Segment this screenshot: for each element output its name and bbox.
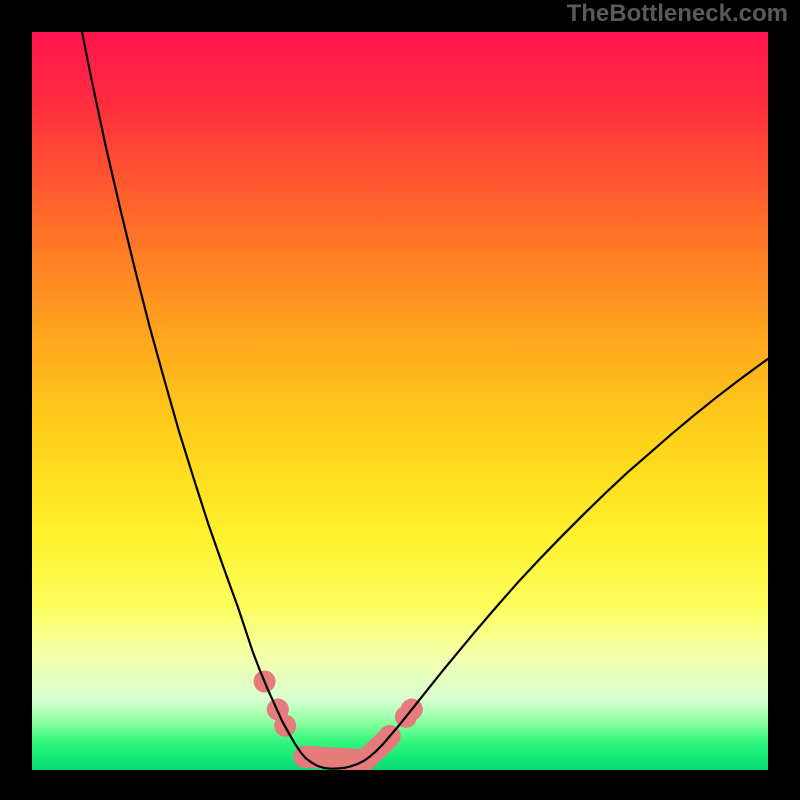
chart-svg	[0, 0, 800, 800]
gradient-background	[32, 32, 768, 770]
chart-root: TheBottleneck.com	[0, 0, 800, 800]
watermark-text: TheBottleneck.com	[567, 0, 788, 28]
